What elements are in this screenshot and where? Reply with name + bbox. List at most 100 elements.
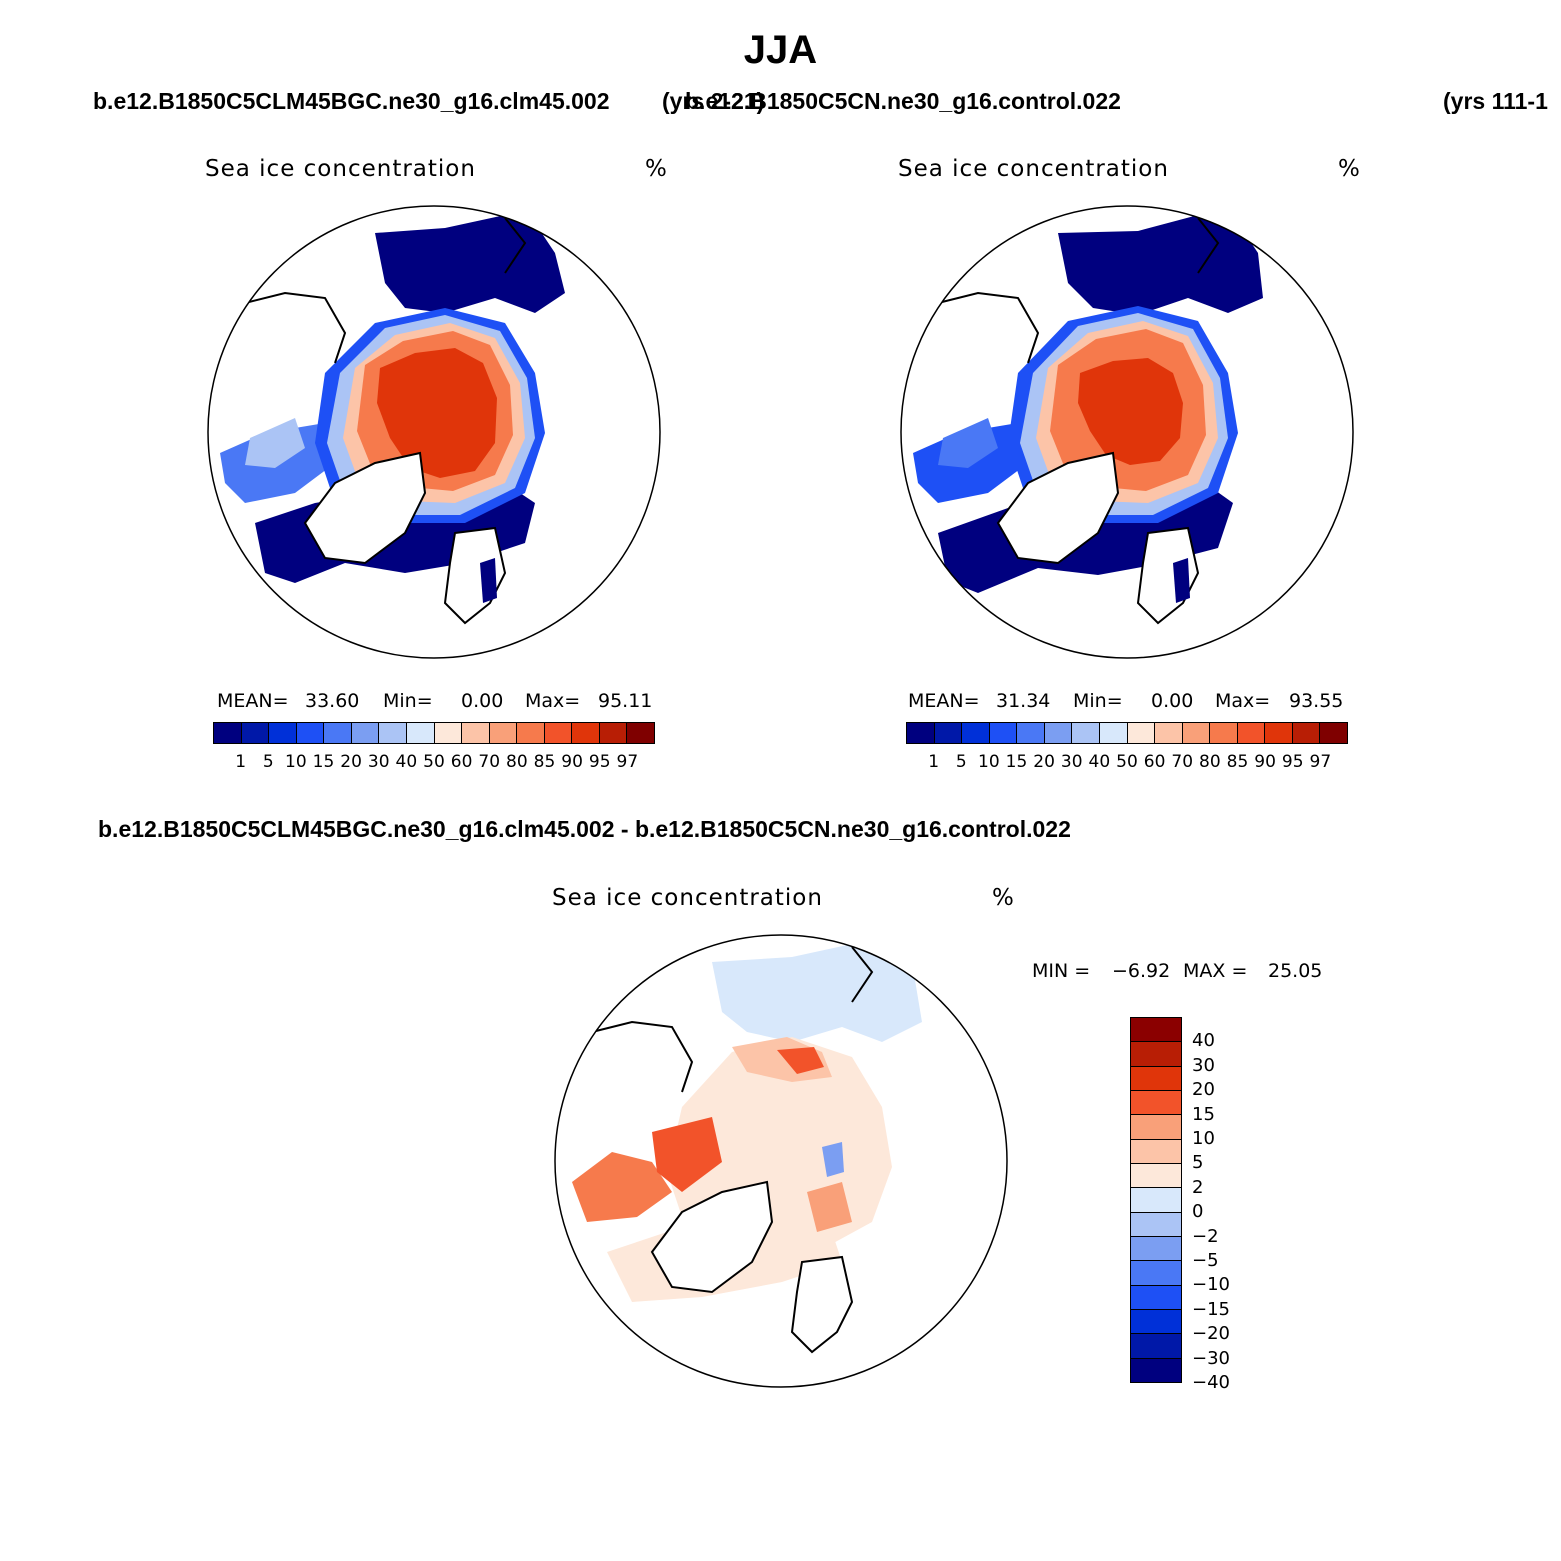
right-mean-label: MEAN= (908, 690, 980, 712)
left-min-label: Min= (383, 690, 433, 712)
colorbar-swatch (1320, 723, 1347, 743)
right-mean-value: 31.34 (996, 690, 1051, 712)
colorbar-tick-label: 1 (235, 752, 247, 772)
colorbar-swatch (599, 723, 628, 743)
left-units-label: % (645, 156, 668, 182)
colorbar-swatch (489, 723, 518, 743)
colorbar-tick-label: 60 (1143, 752, 1166, 772)
colorbar-swatch (572, 723, 600, 743)
colorbar-swatch (907, 723, 935, 743)
colorbar-tick-label: −20 (1192, 1323, 1230, 1345)
colorbar-tick-label: 95 (588, 752, 611, 772)
colorbar-swatch (434, 723, 463, 743)
colorbar-swatch (1131, 1285, 1181, 1310)
left-hudson-bay-inner (245, 418, 305, 468)
colorbar-tick-label: 80 (1199, 752, 1221, 772)
colorbar-tick-label: 20 (1192, 1079, 1215, 1101)
diff-canadian-archipelago (652, 1117, 722, 1192)
colorbar-swatch (1292, 723, 1321, 743)
colorbar-swatch (1131, 1236, 1181, 1262)
diff-variable-label: Sea ice concentration (552, 885, 823, 911)
colorbar-swatch (1127, 723, 1156, 743)
colorbar-tick-label: 97 (616, 752, 639, 772)
colorbar-tick-label: 50 (423, 752, 445, 772)
colorbar-swatch (517, 723, 545, 743)
colorbar-tick-label: −10 (1192, 1274, 1230, 1296)
colorbar-swatch (351, 723, 380, 743)
left-kamchatka-coast (504, 217, 527, 274)
colorbar-swatch (962, 723, 990, 743)
left-baltic-sea (480, 558, 497, 603)
right-hudson-bay-inner (938, 418, 998, 468)
colorbar-tick-label: 97 (1309, 752, 1332, 772)
colorbar-tick-label: 85 (533, 752, 556, 772)
left-mean-label: MEAN= (217, 690, 289, 712)
colorbar-swatch (1210, 723, 1238, 743)
right-colorbar (906, 722, 1348, 744)
colorbar-tick-label: 5 (1192, 1152, 1204, 1174)
colorbar-tick-label: 70 (1171, 752, 1194, 772)
colorbar-tick-label: −2 (1192, 1225, 1219, 1247)
colorbar-swatch (1044, 723, 1073, 743)
colorbar-tick-label: 50 (1116, 752, 1138, 772)
colorbar-swatch (934, 723, 963, 743)
colorbar-swatch (296, 723, 325, 743)
right-max-value: 93.55 (1289, 690, 1344, 712)
diff-min-label: MIN = (1032, 960, 1091, 982)
right-min-label: Min= (1073, 690, 1123, 712)
diff-negative-patch (822, 1142, 844, 1177)
colorbar-swatch (1131, 1309, 1181, 1335)
colorbar-swatch (1131, 1188, 1181, 1213)
colorbar-swatch (1131, 1334, 1181, 1359)
left-case-title: b.e12.B1850C5CLM45BGC.ne30_g16.clm45.002 (93, 88, 610, 114)
colorbar-swatch (1131, 1042, 1181, 1067)
left-map-boundary (207, 205, 661, 659)
colorbar-tick-label: 85 (1226, 752, 1249, 772)
colorbar-tick-label: 15 (312, 752, 335, 772)
colorbar-tick-label: 1 (928, 752, 940, 772)
left-max-label: Max= (525, 690, 581, 712)
colorbar-tick-label: 5 (955, 752, 967, 772)
colorbar-swatch (1131, 1066, 1181, 1091)
colorbar-swatch (1017, 723, 1045, 743)
left-min-value: 0.00 (461, 690, 504, 712)
colorbar-swatch (1237, 723, 1266, 743)
colorbar-tick-label: 90 (561, 752, 583, 772)
colorbar-tick-label: −15 (1192, 1298, 1230, 1320)
colorbar-tick-label: 10 (1192, 1128, 1215, 1149)
colorbar-tick-label: 15 (1005, 752, 1028, 772)
colorbar-swatch (379, 723, 407, 743)
right-variable-label: Sea ice concentration (898, 156, 1169, 182)
colorbar-tick-label: 30 (1060, 752, 1083, 772)
left-greenland (303, 451, 427, 565)
diff-max-value: 25.05 (1268, 960, 1323, 982)
colorbar-swatch (1265, 723, 1293, 743)
colorbar-swatch (462, 723, 490, 743)
right-greenland (996, 451, 1120, 565)
colorbar-tick-label: 30 (367, 752, 390, 772)
colorbar-tick-label: 40 (395, 752, 418, 772)
right-units-label: % (1338, 156, 1361, 182)
left-case-years: (yrs 2-21) (662, 88, 765, 114)
left-russian-open-water (375, 215, 565, 313)
colorbar-swatch (1182, 723, 1211, 743)
right-min-value: 0.00 (1151, 690, 1194, 712)
colorbar-swatch (214, 723, 242, 743)
colorbar-swatch (1131, 1261, 1181, 1286)
colorbar-tick-label: 20 (340, 752, 362, 772)
colorbar-tick-label: 20 (1033, 752, 1055, 772)
colorbar-swatch (989, 723, 1018, 743)
right-polar-map (900, 205, 1354, 659)
colorbar-swatch (1131, 1139, 1181, 1164)
right-case-title: b.e12.B1850C5CN.ne30_g16.control.022 (685, 88, 1121, 114)
colorbar-swatch (1131, 1018, 1181, 1043)
right-kamchatka-coast (1197, 217, 1220, 274)
diff-colorbar (1130, 1017, 1182, 1383)
right-canada-coast (937, 291, 1040, 364)
left-polar-map (207, 205, 661, 659)
colorbar-tick-label: 90 (1254, 752, 1276, 772)
right-case-years: (yrs 111-1 (1443, 88, 1548, 114)
colorbar-tick-label: 10 (285, 752, 307, 772)
colorbar-tick-label: 0 (1192, 1201, 1204, 1223)
right-map-boundary (900, 205, 1354, 659)
